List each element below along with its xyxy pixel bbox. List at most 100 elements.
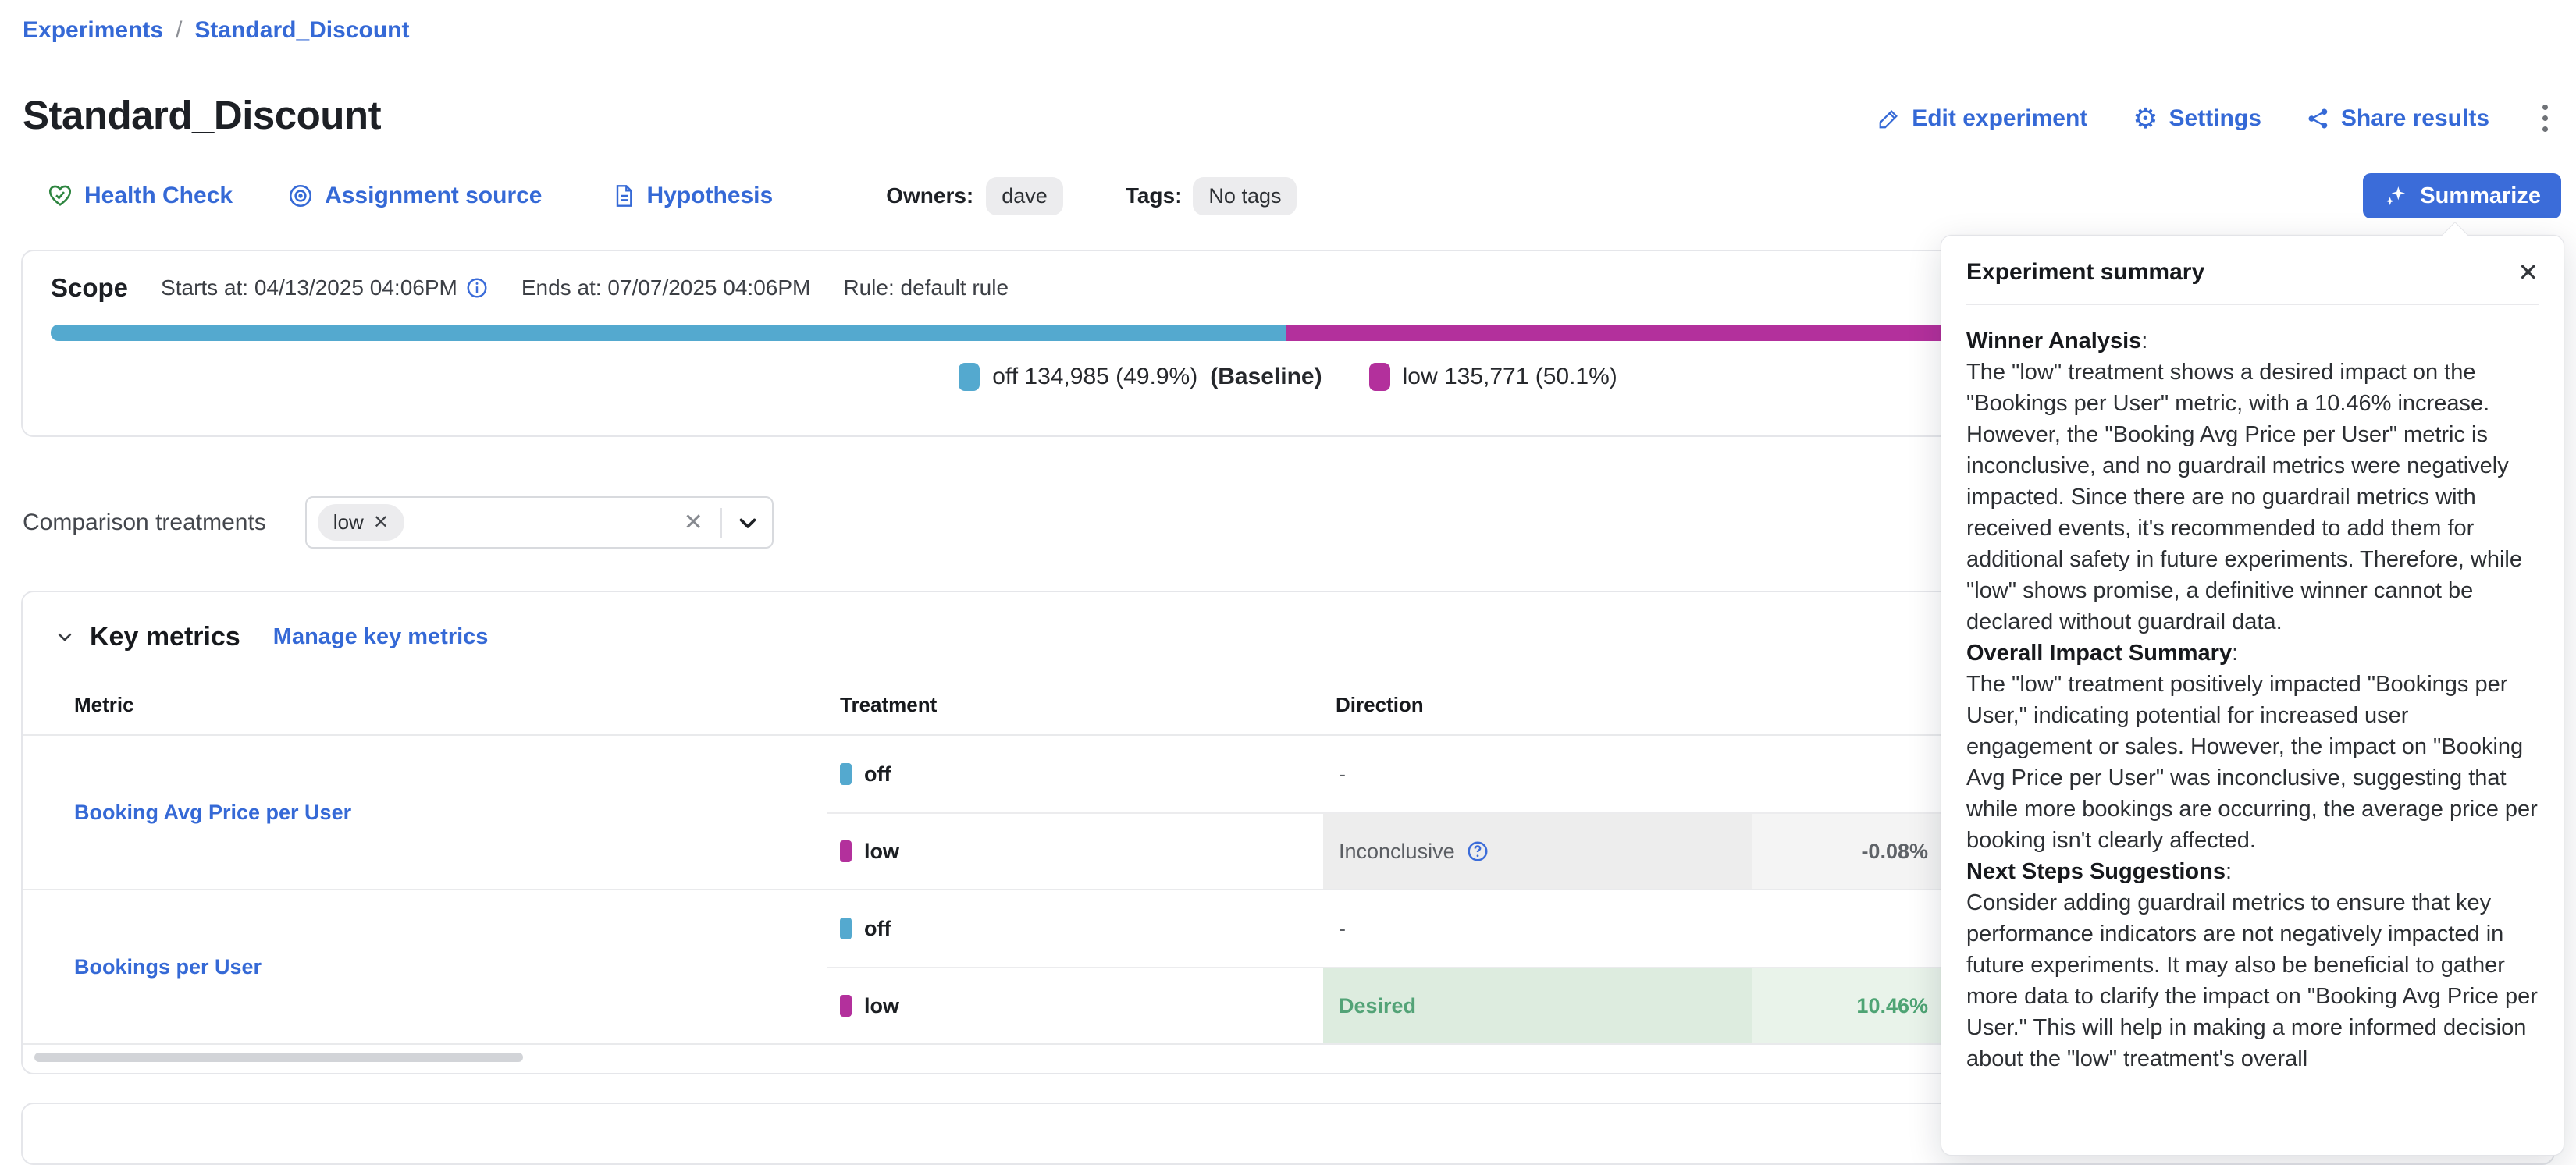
summary-heading: Next Steps Suggestions bbox=[1966, 859, 2226, 884]
heading-colon: : bbox=[2141, 329, 2148, 353]
edit-experiment-button[interactable]: Edit experiment bbox=[1877, 105, 2087, 132]
edit-experiment-label: Edit experiment bbox=[1912, 105, 2088, 131]
heading-colon: : bbox=[2225, 859, 2233, 884]
change-cell bbox=[1752, 890, 1944, 967]
direction-cell: - bbox=[1339, 762, 1346, 786]
metric-link[interactable]: Bookings per User bbox=[23, 890, 827, 1043]
treatment-name: off bbox=[864, 762, 891, 786]
summary-panel-title: Experiment summary bbox=[1966, 259, 2205, 285]
treatment-name: low bbox=[864, 839, 899, 863]
legend-label-low: low 135,771 (50.1%) bbox=[1402, 364, 1617, 389]
metric-link-label[interactable]: Booking Avg Price per User bbox=[74, 800, 352, 824]
summary-text: The "low" treatment positively impacted … bbox=[1966, 672, 2538, 853]
column-header-treatment: Treatment bbox=[840, 692, 938, 716]
scope-starts-text: Starts at: 04/13/2025 04:06PM bbox=[161, 275, 457, 300]
summary-text: Consider adding guardrail metrics to ens… bbox=[1966, 890, 2538, 1071]
heading-colon: : bbox=[2232, 641, 2239, 666]
treatment-color-chip-off bbox=[840, 918, 852, 939]
summarize-label: Summarize bbox=[2420, 183, 2541, 208]
panel-divider bbox=[1966, 304, 2539, 305]
metric-link[interactable]: Booking Avg Price per User bbox=[23, 736, 827, 889]
meta-row: Health Check Assignment source Hypothesi… bbox=[47, 173, 1297, 218]
treatment-color-chip-off bbox=[840, 763, 852, 785]
hypothesis-link[interactable]: Hypothesis bbox=[611, 183, 774, 209]
treatment-name: low bbox=[864, 993, 899, 1018]
legend-swatch-off bbox=[959, 363, 980, 391]
legend-item-off: off 134,985 (49.9%) (Baseline) bbox=[959, 363, 1322, 391]
breadcrumb-separator: / bbox=[176, 17, 183, 43]
summary-panel-body: Winner Analysis: The "low" treatment sho… bbox=[1966, 325, 2539, 1074]
popover-caret bbox=[2442, 222, 2468, 248]
treatment-select[interactable]: low ✕ ✕ bbox=[304, 496, 774, 549]
gear-icon: ⚙ bbox=[2133, 101, 2158, 134]
treatment-color-chip-low bbox=[840, 840, 852, 862]
settings-button[interactable]: ⚙ Settings bbox=[2133, 101, 2261, 134]
chevron-down-icon[interactable] bbox=[735, 510, 761, 536]
column-header-direction: Direction bbox=[1336, 692, 1424, 716]
metric-link-label[interactable]: Bookings per User bbox=[74, 954, 262, 979]
breadcrumb-current-link[interactable]: Standard_Discount bbox=[194, 17, 410, 43]
legend-label-off: off 134,985 (49.9%) bbox=[992, 364, 1198, 389]
allocation-legend: off 134,985 (49.9%) (Baseline) low 135,7… bbox=[51, 363, 2525, 391]
legend-swatch-low bbox=[1368, 363, 1390, 391]
summary-section: Winner Analysis: The "low" treatment sho… bbox=[1966, 325, 2539, 638]
treatment-cell: off bbox=[827, 890, 1323, 967]
breadcrumb: Experiments / Standard_Discount bbox=[23, 17, 409, 44]
comparison-label: Comparison treatments bbox=[23, 509, 266, 535]
share-results-label: Share results bbox=[2340, 105, 2489, 131]
bullseye-icon bbox=[290, 184, 312, 208]
hypothesis-label: Hypothesis bbox=[646, 183, 774, 208]
summary-section: Overall Impact Summary: The "low" treatm… bbox=[1966, 638, 2539, 856]
table-scrollbar bbox=[23, 1045, 2553, 1062]
select-divider bbox=[720, 507, 722, 538]
summary-section: Next Steps Suggestions: Consider adding … bbox=[1966, 856, 2539, 1074]
treatment-cell: low bbox=[827, 812, 1323, 889]
metric-row-bookings-per-user: Bookings per User off - low Desired 10.4… bbox=[23, 890, 2553, 1045]
close-icon[interactable]: ✕ bbox=[2517, 258, 2539, 286]
treatment-chip-low[interactable]: low ✕ bbox=[317, 504, 404, 541]
health-check-label: Health Check bbox=[84, 183, 233, 208]
page-title: Standard_Discount bbox=[23, 93, 382, 137]
comparison-row: Comparison treatments low ✕ ✕ bbox=[23, 496, 774, 549]
more-options-button[interactable] bbox=[2535, 101, 2556, 135]
manage-key-metrics-link[interactable]: Manage key metrics bbox=[272, 623, 489, 649]
allocation-segment-off bbox=[51, 325, 1286, 341]
question-circle-icon[interactable] bbox=[1466, 840, 1489, 863]
experiment-summary-panel: Experiment summary ✕ Winner Analysis: Th… bbox=[1941, 222, 2564, 1156]
summary-heading: Winner Analysis bbox=[1966, 329, 2142, 353]
metrics-table-header: Metric Treatment Direction bbox=[23, 675, 2553, 736]
owners-label: Owners: bbox=[886, 183, 974, 208]
breadcrumb-experiments-link[interactable]: Experiments bbox=[23, 17, 164, 43]
scope-starts: Starts at: 04/13/2025 04:06PM bbox=[161, 275, 489, 300]
treatment-cell: low bbox=[827, 967, 1323, 1043]
settings-label: Settings bbox=[2169, 105, 2261, 131]
scope-title: Scope bbox=[51, 273, 129, 302]
health-check-link[interactable]: Health Check bbox=[47, 183, 233, 209]
document-icon bbox=[616, 185, 632, 207]
column-header-metric: Metric bbox=[74, 692, 134, 716]
summary-heading: Overall Impact Summary bbox=[1966, 641, 2233, 666]
legend-baseline-suffix: (Baseline) bbox=[1210, 364, 1322, 389]
share-icon bbox=[2308, 108, 2328, 128]
treatment-cell: off bbox=[827, 736, 1323, 812]
owner-pill[interactable]: dave bbox=[986, 176, 1063, 215]
scope-ends: Ends at: 07/07/2025 04:06PM bbox=[521, 275, 811, 300]
direction-label: Desired bbox=[1339, 993, 1417, 1018]
assignment-source-label: Assignment source bbox=[325, 183, 543, 208]
tags-pill[interactable]: No tags bbox=[1193, 176, 1297, 215]
change-cell bbox=[1752, 736, 1944, 812]
summary-text: The "low" treatment shows a desired impa… bbox=[1966, 360, 2522, 634]
share-results-button[interactable]: Share results bbox=[2307, 105, 2489, 132]
select-clear-icon[interactable]: ✕ bbox=[683, 510, 703, 535]
pencil-icon bbox=[1879, 109, 1898, 128]
treatment-name: off bbox=[864, 916, 891, 940]
health-check-heart-icon bbox=[48, 185, 72, 206]
scrollbar-thumb[interactable] bbox=[34, 1053, 523, 1062]
chip-remove-icon[interactable]: ✕ bbox=[372, 512, 389, 533]
info-icon[interactable] bbox=[465, 276, 489, 300]
legend-item-low: low 135,771 (50.1%) bbox=[1368, 363, 1617, 391]
direction-label: Inconclusive bbox=[1339, 839, 1455, 863]
summarize-button[interactable]: Summarize bbox=[2363, 173, 2561, 218]
assignment-source-link[interactable]: Assignment source bbox=[287, 183, 543, 209]
collapse-chevron-icon[interactable] bbox=[54, 626, 76, 648]
